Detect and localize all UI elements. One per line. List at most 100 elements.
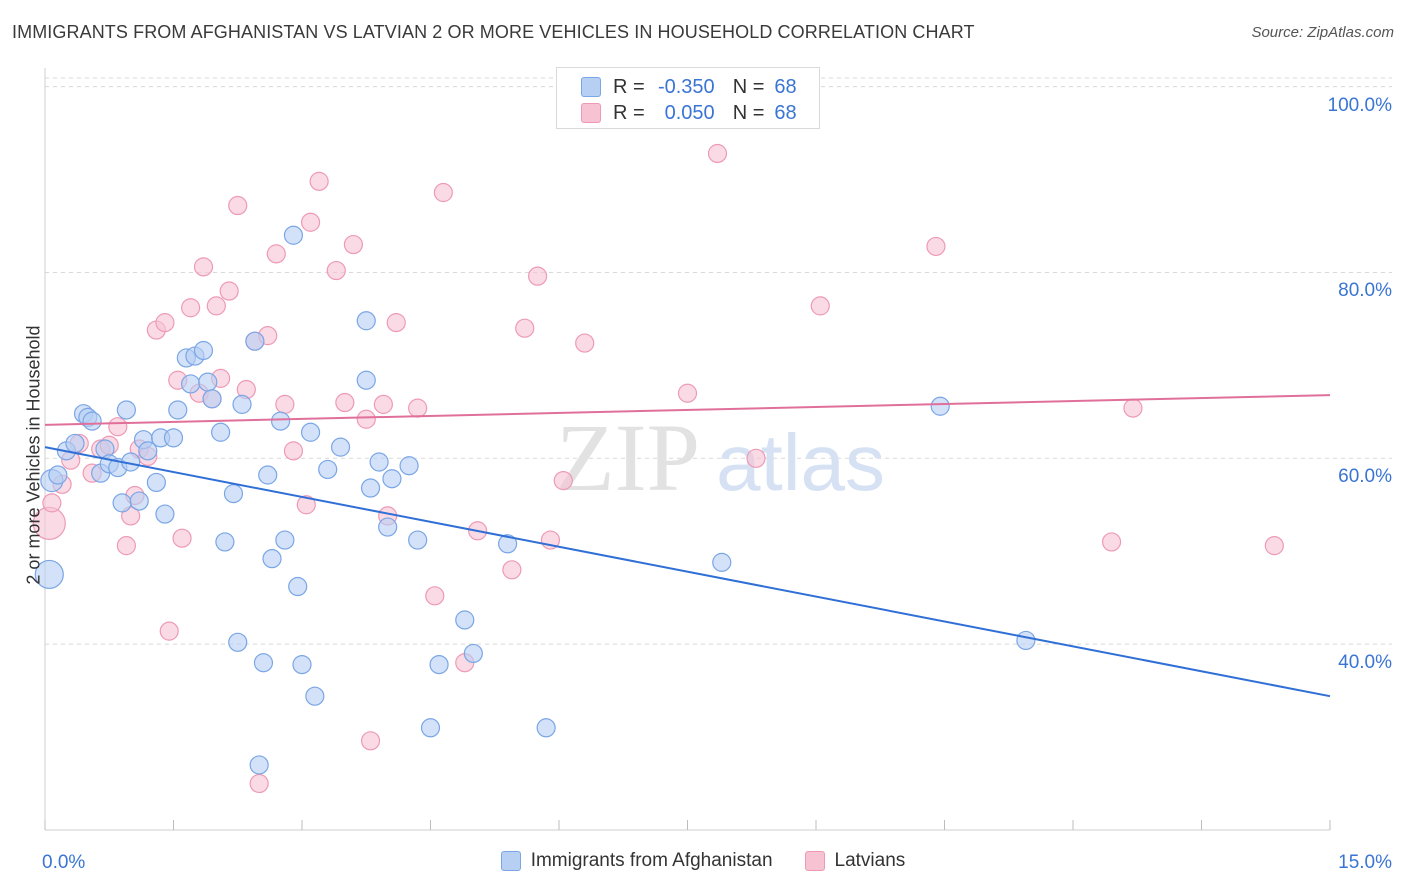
data-point [463,643,483,664]
data-point [112,493,132,513]
data-point [193,340,214,361]
data-point [305,686,325,706]
data-point [408,398,428,418]
data-point [275,394,295,414]
data-point [335,392,355,413]
data-point [1101,532,1122,552]
data-point [228,195,248,216]
legend-item-latvians[interactable]: Latvians [804,850,906,872]
data-point [433,182,453,203]
data-point [283,225,304,245]
data-point [746,448,766,468]
trend-line-afghanistan [44,446,1331,698]
r-value: 0.050 [664,101,715,124]
data-point [168,400,188,420]
n-label: N = [732,75,765,98]
x-tick-label-min: 0.0% [42,852,86,873]
data-point [300,422,321,442]
n-value: 68 [774,75,797,98]
data-point [223,484,244,504]
y-tick-label-40: 40.0% [1338,652,1392,674]
watermark-atlas: atlas [716,418,885,507]
data-point [116,536,136,556]
data-point [245,331,265,351]
legend-swatch-afghanistan [500,851,521,871]
trend-line-latvians [44,394,1331,426]
data-point [300,212,321,232]
data-point [399,456,419,476]
swatch-latvians [581,103,601,123]
data-point [193,257,214,277]
data-point [270,411,291,431]
data-point [65,433,85,454]
n-label: N = [732,101,765,124]
data-point [1264,536,1284,556]
data-point [378,517,398,537]
data-point [930,396,950,416]
data-point [82,411,102,431]
data-point [455,610,475,630]
r-label: R = [613,101,645,124]
data-point [707,143,728,164]
data-point [253,653,274,673]
data-point [527,266,548,286]
data-point [181,298,201,318]
data-point [373,394,393,414]
data-point [283,441,304,461]
data-point [1016,630,1036,651]
data-point [343,234,363,255]
series-afghanistan [34,225,1036,775]
data-point [146,472,166,493]
data-point [326,260,346,281]
data-point [116,400,136,420]
stats-row-afghanistan: R = -0.350 N = 68 [581,74,815,100]
data-point [292,654,312,675]
data-point [1123,398,1143,418]
data-point [215,532,235,552]
data-point [219,281,239,301]
y-tick-label-60: 60.0% [1338,466,1392,488]
data-point [163,428,184,448]
data-point [356,409,376,429]
data-point [202,389,222,409]
data-point [810,296,830,316]
data-point [408,530,428,550]
axes [44,68,1331,831]
data-point [712,552,732,572]
data-point [382,469,402,489]
series-legend: Immigrants from Afghanistan Latvians [0,850,1406,872]
data-point [155,504,175,524]
data-point [198,372,218,392]
data-point [129,491,149,511]
data-point [181,374,201,394]
data-point [386,313,406,333]
legend-label-latvians: Latvians [834,850,906,871]
data-point [258,465,278,485]
data-point [249,755,269,775]
data-point [553,470,573,491]
n-value: 68 [774,101,797,124]
data-point [502,560,522,580]
data-point [425,586,445,606]
data-point [275,530,295,550]
legend-label-afghanistan: Immigrants from Afghanistan [530,850,773,871]
data-point [926,236,946,257]
data-point [206,296,226,316]
data-point [262,549,282,569]
watermark: ZIP atlas [556,404,885,511]
source-credit: Source: ZipAtlas.com [1251,24,1394,41]
data-point [420,718,441,738]
data-point [155,313,175,333]
y-tick-label-80: 80.0% [1338,280,1392,302]
legend-swatch-latvians [804,851,825,871]
data-point [575,333,595,353]
stats-row-latvians: R = 0.050 N = 68 [581,100,815,126]
data-point [172,528,192,548]
data-point [498,534,518,554]
stats-legend: R = -0.350 N = 68 R = 0.050 N = 68 [556,67,820,129]
data-point [330,437,351,457]
legend-item-afghanistan[interactable]: Immigrants from Afghanistan [500,850,773,872]
data-point [42,493,62,513]
data-point [677,383,698,403]
y-axis-label: 2 or more Vehicles in Household [23,325,44,585]
